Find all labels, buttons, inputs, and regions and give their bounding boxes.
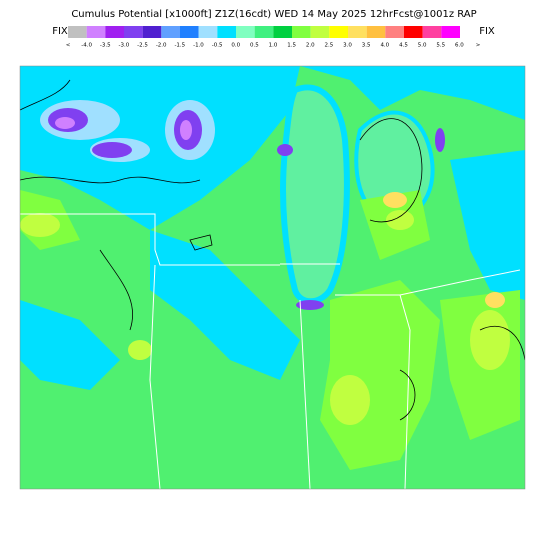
legend-swatch: [124, 26, 143, 38]
legend-label: 1.0: [269, 43, 278, 49]
legend-swatch: [404, 26, 423, 38]
legend-label: <: [66, 43, 71, 49]
contours: [20, 79, 525, 421]
legend-label: 4.5: [399, 43, 408, 49]
legend-label: -4.0: [81, 43, 92, 49]
legend-swatch: [422, 26, 442, 38]
legend-label: 1.5: [287, 43, 296, 49]
legend-label: -2.0: [156, 43, 167, 49]
legend-label: 3.5: [362, 43, 371, 49]
legend-label: 5.5: [436, 43, 445, 49]
legend-label: 2.5: [325, 43, 334, 49]
legend-label: 0.0: [231, 43, 240, 49]
yellow-green-areas: [20, 210, 510, 425]
legend-swatch: [105, 26, 124, 38]
legend-swatch: [310, 26, 330, 38]
legend-swatch: [385, 26, 404, 38]
fix-label: FIX: [52, 26, 68, 37]
legend-swatch: [86, 26, 106, 38]
legend-label: 4.0: [380, 43, 389, 49]
legend-swatch: [161, 26, 180, 38]
legend-label: -0.5: [212, 43, 223, 49]
legend-swatch: [236, 26, 255, 38]
legend-swatch: [142, 26, 162, 38]
legend-label: 3.0: [343, 43, 352, 49]
fix-label: FIX: [479, 26, 495, 37]
lake-michigan: [280, 84, 350, 305]
legend-swatch: [348, 26, 367, 38]
legend-label: 0.5: [250, 43, 259, 49]
map-frame: [19, 65, 526, 490]
legend-label: 6.0: [455, 43, 464, 49]
legend-swatch: [366, 26, 386, 38]
legend-label: 2.0: [306, 43, 315, 49]
legend-label: -1.0: [193, 43, 204, 49]
map: [19, 65, 526, 490]
title: Cumulus Potential [x1000ft] Z1Z(16cdt) W…: [71, 9, 476, 20]
legend-swatch: [180, 26, 199, 38]
legend-label: -3.5: [100, 43, 111, 49]
legend-swatch: [68, 26, 87, 38]
legend-swatch: [329, 26, 348, 38]
legend: < -4.0 -3.5 -3.0 -2.5 -2.0 -1.5 -1.0 -0.5 0.0 0.5 1…: [66, 26, 481, 49]
legend-label: -2.5: [137, 43, 148, 49]
legend-label: -3.0: [119, 43, 130, 49]
legend-swatch: [217, 26, 236, 38]
legend-swatch: [292, 26, 311, 38]
orange-areas: [383, 192, 505, 308]
legend-swatch: [254, 26, 274, 38]
state-borders: [20, 213, 521, 489]
legend-swatch: [273, 26, 292, 38]
legend-label: -1.5: [174, 43, 185, 49]
legend-swatch: [441, 26, 460, 38]
legend-swatch: [198, 26, 218, 38]
legend-label: 5.0: [418, 43, 427, 49]
legend-label: >: [476, 43, 481, 49]
violet-cores: [55, 117, 192, 140]
